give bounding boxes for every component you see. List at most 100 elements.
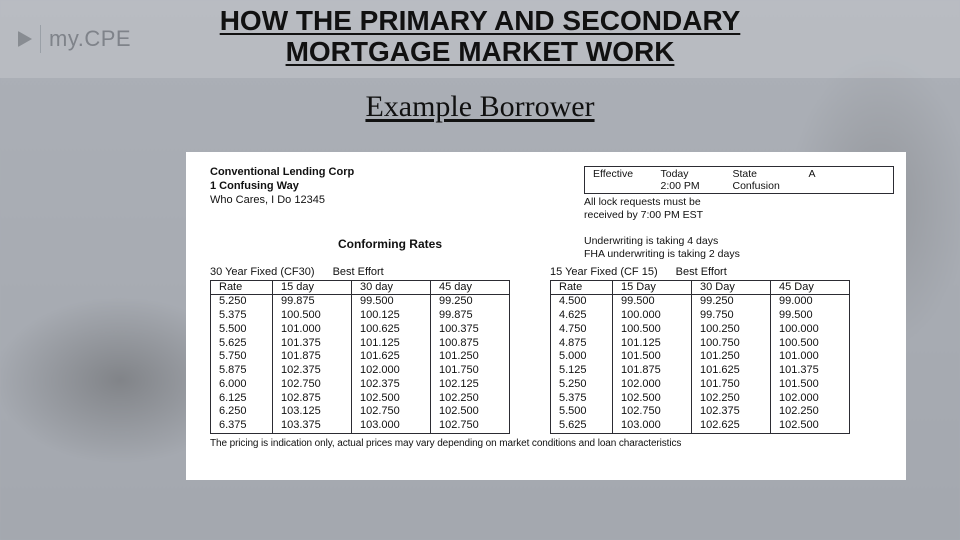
table-row: 5.625103.000102.625102.500 <box>551 419 850 433</box>
lender-address-block: Conventional Lending Corp 1 Confusing Wa… <box>210 166 570 207</box>
table-row: 4.875101.125100.750100.500 <box>551 337 850 351</box>
table-row: 5.375100.500100.12599.875 <box>211 309 510 323</box>
cell: 102.750 <box>351 405 430 419</box>
header-bar: my.CPE HOW THE PRIMARY AND SECONDARY MOR… <box>0 0 960 78</box>
cell: 101.375 <box>272 337 351 351</box>
lender-name: Conventional Lending Corp <box>210 166 570 180</box>
cell: 100.000 <box>770 323 849 337</box>
cell: 102.375 <box>272 364 351 378</box>
table30-effort: Best Effort <box>333 266 384 278</box>
column-header: 30 Day <box>691 280 770 295</box>
cell: 101.375 <box>770 364 849 378</box>
cell: 4.500 <box>551 295 613 309</box>
cell: 100.500 <box>272 309 351 323</box>
table15-caption: 15 Year Fixed (CF 15) Best Effort <box>550 266 850 278</box>
cell: 99.000 <box>770 295 849 309</box>
table-row: 5.375102.500102.250102.000 <box>551 392 850 406</box>
cell: 101.500 <box>770 378 849 392</box>
eff-h3: State Confusion <box>725 167 801 194</box>
cell: 102.750 <box>612 405 691 419</box>
cell: 102.375 <box>351 378 430 392</box>
cell: 101.875 <box>612 364 691 378</box>
cell: 100.875 <box>430 337 509 351</box>
lender-addr2: Who Cares, I Do 12345 <box>210 194 570 208</box>
table-row: 5.250102.000101.750101.500 <box>551 378 850 392</box>
eff-h3-l1: State <box>733 168 758 180</box>
cell: 99.500 <box>770 309 849 323</box>
table30-caption: 30 Year Fixed (CF30) Best Effort <box>210 266 510 278</box>
cell: 101.500 <box>612 350 691 364</box>
logo-text: my.CPE <box>49 26 131 52</box>
cell: 99.875 <box>430 309 509 323</box>
cell: 6.250 <box>211 405 273 419</box>
cell: 101.750 <box>691 378 770 392</box>
eff-h2-l2: 2:00 PM <box>661 180 700 192</box>
eff-h2: Today 2:00 PM <box>653 167 725 194</box>
table-row: 4.750100.500100.250100.000 <box>551 323 850 337</box>
cell: 99.875 <box>272 295 351 309</box>
cell: 99.250 <box>691 295 770 309</box>
table-row: 5.750101.875101.625101.250 <box>211 350 510 364</box>
cell: 5.625 <box>551 419 613 433</box>
cell: 100.125 <box>351 309 430 323</box>
cell: 4.625 <box>551 309 613 323</box>
cell: 100.500 <box>770 337 849 351</box>
cell: 102.375 <box>691 405 770 419</box>
cell: 101.000 <box>770 350 849 364</box>
rate-table-15yr: Rate15 Day30 Day45 Day4.50099.50099.2509… <box>550 280 850 434</box>
column-header: 15 day <box>272 280 351 295</box>
table-row: 5.25099.87599.50099.250 <box>211 295 510 309</box>
effective-table: Effective Today 2:00 PM State Confusion … <box>584 166 894 194</box>
eff-h2-l1: Today <box>661 168 689 180</box>
effective-column: Effective Today 2:00 PM State Confusion … <box>584 166 894 262</box>
logo-divider <box>40 25 41 53</box>
cell: 5.125 <box>551 364 613 378</box>
logo-cpe: CPE <box>84 26 131 51</box>
table-row: 5.125101.875101.625101.375 <box>551 364 850 378</box>
table-row: 5.000101.500101.250101.000 <box>551 350 850 364</box>
cell: 5.250 <box>551 378 613 392</box>
slide-subtitle: Example Borrower <box>0 90 960 124</box>
cell: 102.750 <box>430 419 509 433</box>
cell: 101.250 <box>430 350 509 364</box>
table-row: 5.625101.375101.125100.875 <box>211 337 510 351</box>
cell: 6.375 <box>211 419 273 433</box>
sheet-header-row: Conventional Lending Corp 1 Confusing Wa… <box>210 166 894 262</box>
column-header: 45 day <box>430 280 509 295</box>
cell: 100.250 <box>691 323 770 337</box>
table-row: 4.625100.00099.75099.500 <box>551 309 850 323</box>
cell: 100.375 <box>430 323 509 337</box>
table-row: 6.250103.125102.750102.500 <box>211 405 510 419</box>
cell: 5.625 <box>211 337 273 351</box>
cell: 5.250 <box>211 295 273 309</box>
cell: 101.125 <box>351 337 430 351</box>
cell: 102.000 <box>770 392 849 406</box>
cell: 102.875 <box>272 392 351 406</box>
cell: 101.000 <box>272 323 351 337</box>
cell: 5.375 <box>551 392 613 406</box>
cell: 99.500 <box>612 295 691 309</box>
underwriting-note: Underwriting is taking 4 days FHA underw… <box>584 235 894 261</box>
cell: 6.000 <box>211 378 273 392</box>
lock-note-l2: received by 7:00 PM EST <box>584 209 703 221</box>
brand-logo: my.CPE <box>18 25 131 53</box>
rate-block-15yr: 15 Year Fixed (CF 15) Best Effort Rate15… <box>550 266 850 434</box>
rate-block-30yr: 30 Year Fixed (CF30) Best Effort Rate15 … <box>210 266 510 434</box>
cell: 102.250 <box>430 392 509 406</box>
column-header: 45 Day <box>770 280 849 295</box>
cell: 102.750 <box>272 378 351 392</box>
rate-tables-row: 30 Year Fixed (CF30) Best Effort Rate15 … <box>210 266 894 434</box>
footnote: The pricing is indication only, actual p… <box>210 438 894 449</box>
play-triangle-icon <box>18 31 32 47</box>
section-title: Conforming Rates <box>210 237 570 251</box>
lender-and-title: Conventional Lending Corp 1 Confusing Wa… <box>210 166 570 262</box>
cell: 102.000 <box>612 378 691 392</box>
cell: 103.375 <box>272 419 351 433</box>
table-row: 4.50099.50099.25099.000 <box>551 295 850 309</box>
cell: 99.750 <box>691 309 770 323</box>
column-header: 15 Day <box>612 280 691 295</box>
uw-note-l1: Underwriting is taking 4 days <box>584 235 718 247</box>
cell: 100.500 <box>612 323 691 337</box>
column-header: Rate <box>551 280 613 295</box>
slide-title: HOW THE PRIMARY AND SECONDARY MORTGAGE M… <box>0 6 960 68</box>
